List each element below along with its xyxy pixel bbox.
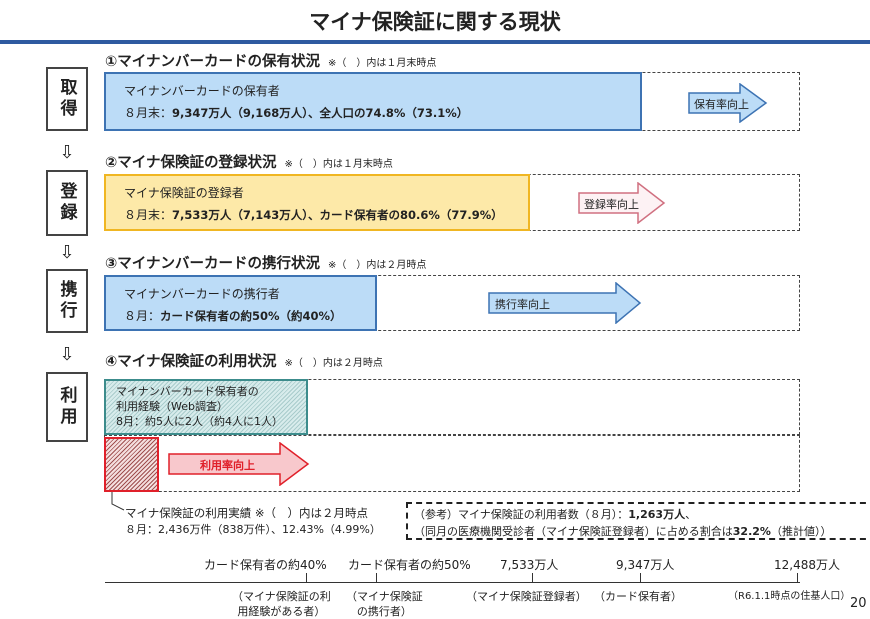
- scale-tick: [640, 573, 641, 583]
- scale-axis: [105, 582, 800, 583]
- section-2-heading: ②マイナ保険証の登録状況 ※（ ）内は１月末時点: [105, 155, 393, 171]
- arrow-label: 利用率向上: [200, 459, 255, 472]
- arrow-label: 保有率向上: [694, 98, 749, 111]
- down-arrow-icon: ⇩: [59, 242, 75, 263]
- scale-tick: [532, 573, 533, 583]
- step-carry: 携行: [46, 269, 88, 333]
- arrow-label: 登録率向上: [584, 198, 639, 211]
- down-arrow-icon: ⇩: [59, 142, 75, 163]
- step-register: 登録: [46, 170, 88, 236]
- usage-experience-bar: マイナンバーカード保有者の 利用経験（Web調査） 8月：約5人に2人（約4人に…: [104, 379, 308, 435]
- arrow-label: 携行率向上: [495, 298, 550, 311]
- section-3-heading: ③マイナンバーカードの携行状況 ※（ ）内は２月時点: [105, 256, 427, 272]
- scale-label: カード保有者の約50%: [348, 558, 471, 572]
- carry-rate-arrow: [488, 282, 642, 324]
- scale-tick: [376, 573, 377, 583]
- scale-label: 7,533万人: [500, 558, 559, 572]
- card-holders-bar: マイナンバーカードの保有者 ８月末：9,347万人（9,168万人）、全人口の7…: [104, 72, 642, 131]
- carriers-bar: マイナンバーカードの携行者 ８月：カード保有者の約50%（約40%）: [104, 275, 377, 331]
- scale-sublabel: （カード保有者）: [594, 590, 682, 603]
- section-4-heading: ④マイナ保険証の利用状況 ※（ ）内は２月時点: [105, 354, 383, 370]
- scale-tick: [306, 573, 307, 583]
- page-title: マイナ保険証に関する現状: [309, 10, 561, 34]
- registered-bar: マイナ保険証の登録者 ８月末：7,533万人（7,143万人）、カード保有者の8…: [104, 174, 530, 231]
- down-arrow-icon: ⇩: [59, 344, 75, 365]
- registration-rate-arrow: [578, 182, 666, 224]
- usage-rate-arrow: [168, 442, 310, 486]
- scale-sublabel: （マイナ保険証登録者）: [466, 590, 587, 603]
- title-rule: [0, 40, 870, 44]
- scale-tick: [797, 573, 798, 583]
- section-1-heading: ①マイナンバーカードの保有状況 ※（ ）内は１月末時点: [105, 54, 437, 70]
- bracket-line: [111, 492, 125, 511]
- reference-box: （参考）マイナ保険証の利用者数（８月）：1,263万人、 （同月の医療機関受診者…: [406, 502, 870, 540]
- usage-results-value: ８月：2,436万件（838万件）、12.43%（4.99%）: [125, 523, 381, 536]
- scale-label: カード保有者の約40%: [204, 558, 327, 572]
- scale-label: 9,347万人: [616, 558, 675, 572]
- usage-results-title: マイナ保険証の利用実績 ※（ ）内は２月時点: [125, 506, 369, 520]
- holding-rate-arrow: [688, 83, 768, 123]
- page-number: 20: [850, 596, 867, 611]
- scale-sublabel: （R6.1.1時点の住基人口）: [728, 591, 851, 602]
- scale-label: 12,488万人: [774, 558, 840, 572]
- step-use: 利用: [46, 372, 88, 442]
- step-acquire: 取得: [46, 67, 88, 131]
- usage-results-bar: [104, 437, 159, 492]
